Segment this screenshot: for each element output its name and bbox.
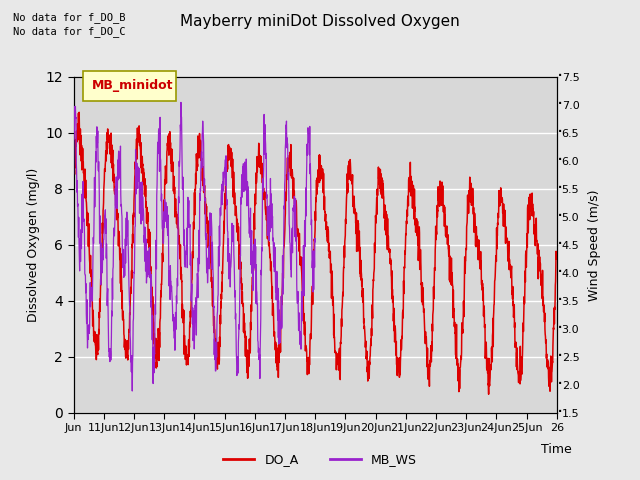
Text: ·: · (557, 264, 563, 282)
Text: ·: · (557, 348, 563, 366)
Text: No data for f_DO_B: No data for f_DO_B (13, 12, 125, 23)
Text: MB_minidot: MB_minidot (92, 79, 173, 93)
Text: ·: · (557, 67, 563, 86)
Text: ·: · (557, 123, 563, 142)
Text: ·: · (557, 180, 563, 198)
Text: Mayberry miniDot Dissolved Oxygen: Mayberry miniDot Dissolved Oxygen (180, 14, 460, 29)
Text: ·: · (557, 207, 563, 226)
Text: No data for f_DO_C: No data for f_DO_C (13, 26, 125, 37)
X-axis label: Time: Time (541, 443, 572, 456)
Text: ·: · (557, 319, 563, 338)
Y-axis label: Wind Speed (m/s): Wind Speed (m/s) (588, 189, 601, 300)
Text: ·: · (557, 375, 563, 394)
Text: ·: · (557, 403, 563, 422)
Y-axis label: Dissolved Oxygen (mg/l): Dissolved Oxygen (mg/l) (27, 168, 40, 322)
Text: ·: · (557, 291, 563, 310)
Text: ·: · (557, 151, 563, 170)
Text: ·: · (557, 235, 563, 254)
Legend: DO_A, MB_WS: DO_A, MB_WS (218, 448, 422, 471)
Text: ·: · (557, 96, 563, 114)
